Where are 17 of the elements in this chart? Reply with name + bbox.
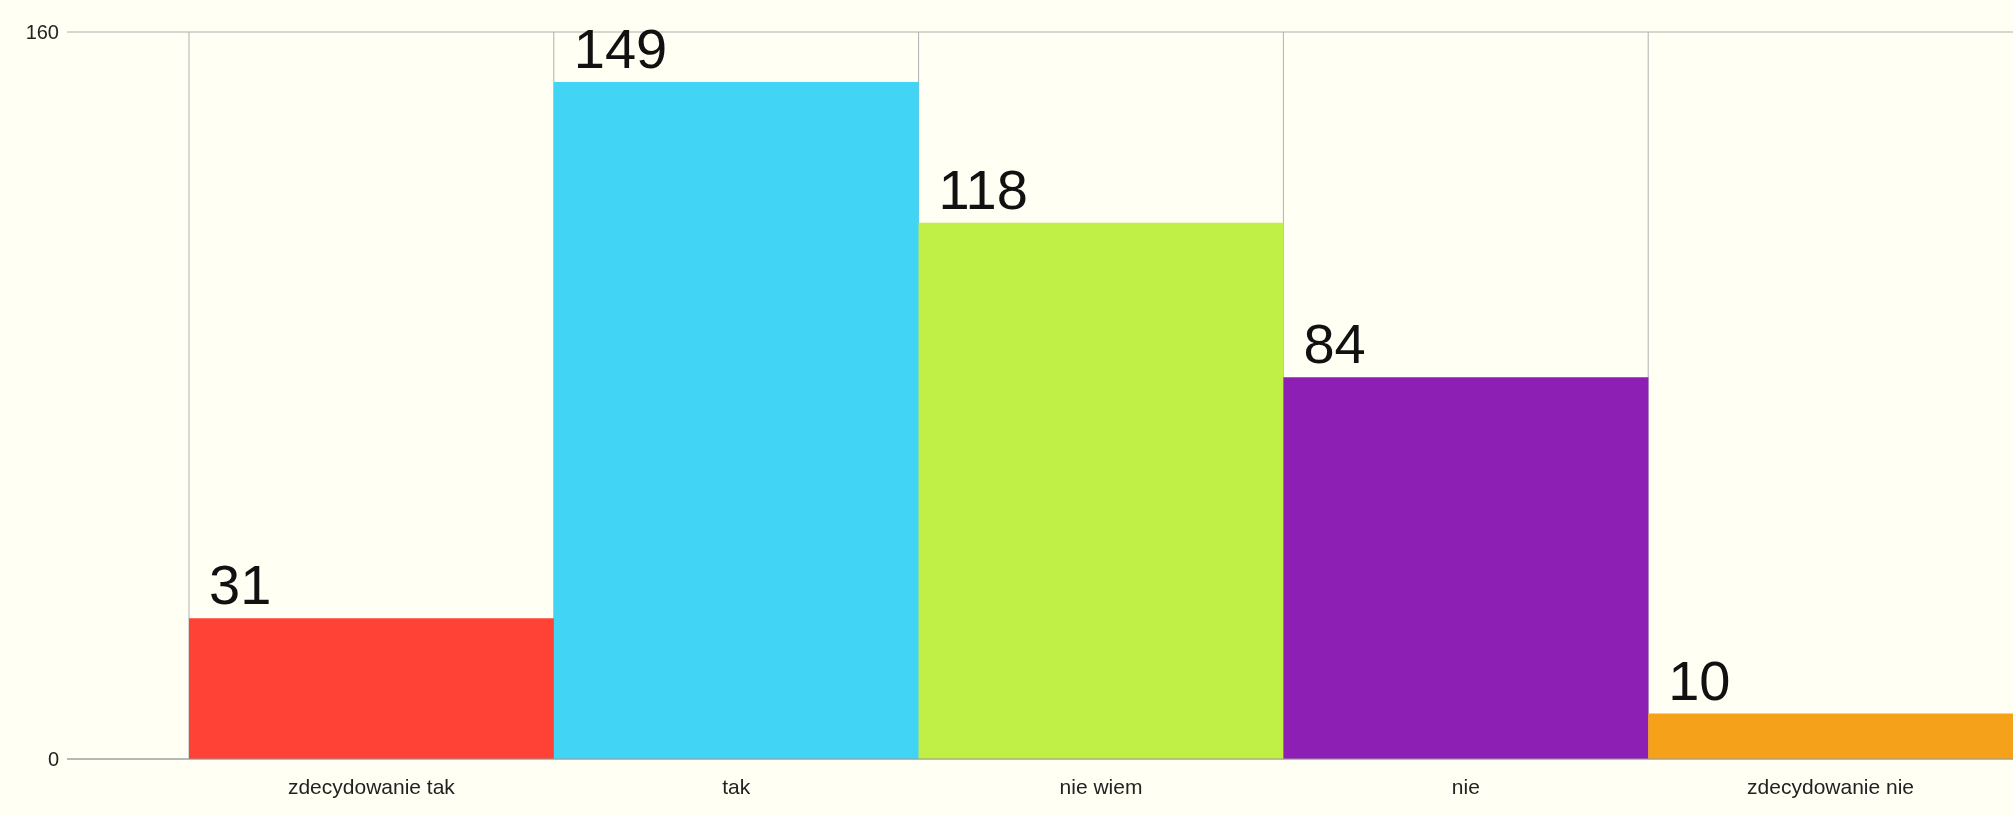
bar xyxy=(189,618,554,759)
bar xyxy=(1283,377,1649,759)
x-tick-label: tak xyxy=(722,774,751,798)
data-label: 149 xyxy=(573,16,668,80)
y-tick-label: 160 xyxy=(25,21,59,44)
x-tick-label: zdecydowanie tak xyxy=(287,774,456,798)
data-label: 31 xyxy=(209,553,272,617)
bar xyxy=(1648,713,2013,759)
data-label: 118 xyxy=(938,157,1028,221)
bar xyxy=(918,222,1284,759)
bar xyxy=(553,81,919,759)
data-label: 84 xyxy=(1303,312,1366,376)
data-label: 10 xyxy=(1668,648,1731,712)
x-tick-label: nie wiem xyxy=(1059,774,1143,798)
x-tick-label: zdecydowanie nie xyxy=(1747,774,1915,798)
y-tick-label: 0 xyxy=(47,748,59,771)
x-tick-label: nie xyxy=(1451,774,1480,798)
